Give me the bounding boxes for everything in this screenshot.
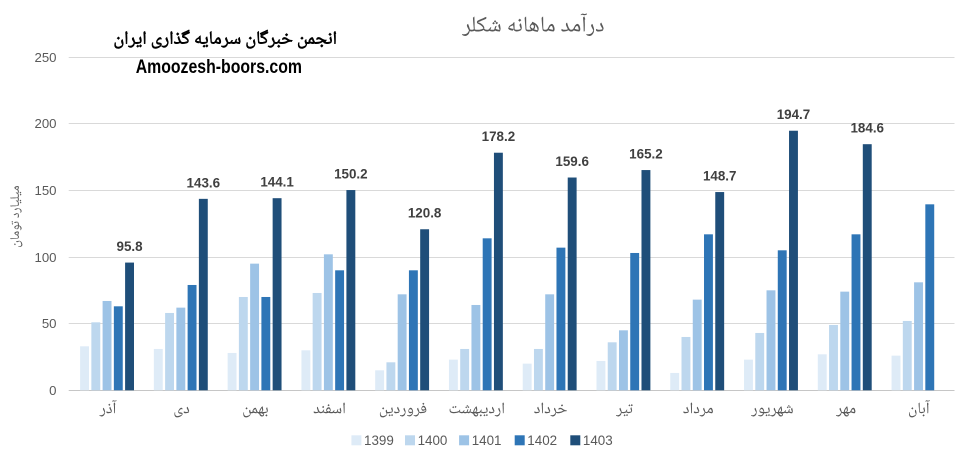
svg-text:150.2: 150.2 (334, 166, 368, 181)
svg-text:1402: 1402 (527, 433, 557, 448)
svg-text:165.2: 165.2 (629, 146, 663, 161)
svg-text:144.1: 144.1 (260, 175, 294, 190)
svg-text:200: 200 (34, 116, 56, 131)
svg-text:1403: 1403 (583, 433, 613, 448)
svg-text:120.8: 120.8 (408, 206, 442, 221)
svg-text:159.6: 159.6 (555, 154, 589, 169)
svg-text:178.2: 178.2 (482, 129, 516, 144)
svg-text:1401: 1401 (472, 433, 502, 448)
svg-text:1400: 1400 (418, 433, 448, 448)
svg-text:50: 50 (42, 316, 57, 331)
svg-text:Amoozesh-boors.com: Amoozesh-boors.com (136, 56, 302, 78)
svg-text:194.7: 194.7 (777, 107, 811, 122)
svg-text:250: 250 (34, 50, 56, 65)
svg-text:148.7: 148.7 (703, 168, 737, 183)
svg-text:0: 0 (49, 383, 56, 398)
svg-text:100: 100 (34, 250, 56, 265)
svg-text:184.6: 184.6 (850, 121, 884, 136)
svg-text:150: 150 (34, 183, 56, 198)
svg-text:95.8: 95.8 (117, 239, 144, 254)
svg-text:143.6: 143.6 (187, 175, 221, 190)
svg-text:1399: 1399 (364, 433, 394, 448)
